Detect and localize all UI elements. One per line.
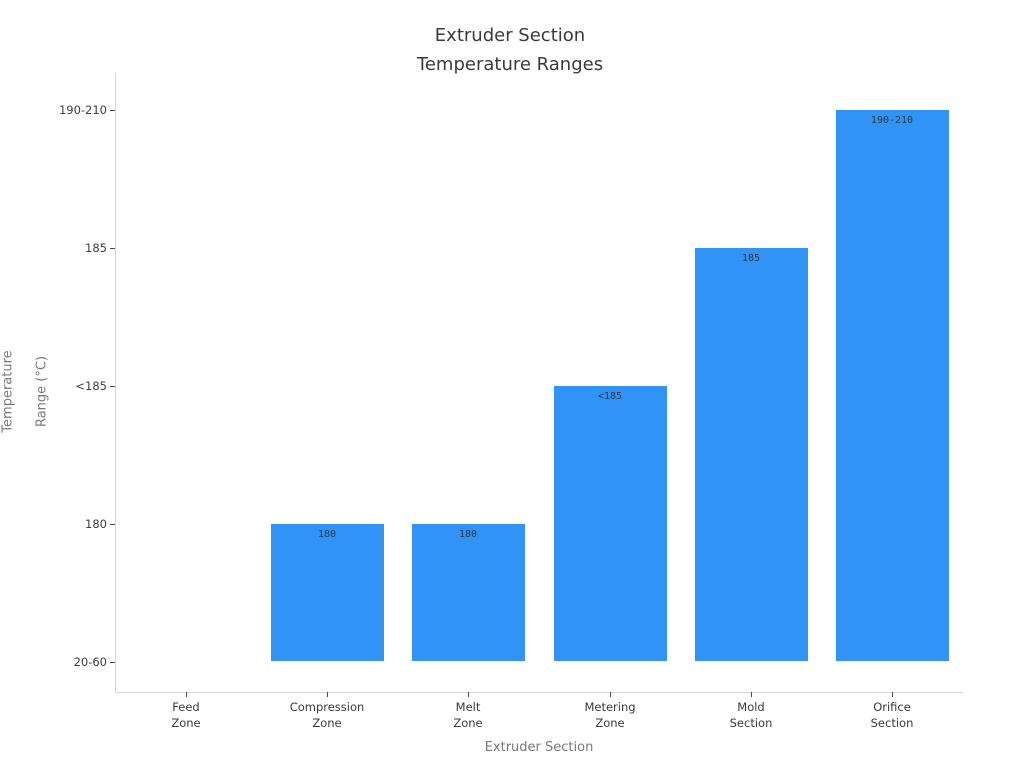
chart-title-line-1: Extruder Section xyxy=(434,25,586,46)
bar-value-label: <185 xyxy=(597,391,623,402)
chart-title: Extruder Section Temperature Ranges xyxy=(0,21,1020,79)
y-tick-mark xyxy=(110,524,115,525)
bar: 190-210 xyxy=(835,110,949,661)
x-tick-mark xyxy=(468,692,469,697)
y-tick-label: 180 xyxy=(85,517,107,531)
bar: 180 xyxy=(270,524,384,661)
x-tick-label: Feed Zone xyxy=(171,700,201,730)
y-tick-label: 185 xyxy=(85,241,107,255)
bar-value-label: 190-210 xyxy=(870,115,914,126)
y-tick-label: <185 xyxy=(75,379,107,393)
x-tick-label: Mold Section xyxy=(729,700,773,730)
bar: 185 xyxy=(694,248,808,661)
x-tick-mark xyxy=(186,692,187,697)
bar-value-label: 180 xyxy=(458,529,478,540)
y-tick-mark xyxy=(110,386,115,387)
bar-value-label: 185 xyxy=(741,253,761,264)
bar: <185 xyxy=(553,386,667,661)
x-axis-title: Extruder Section xyxy=(484,740,594,755)
y-axis-line xyxy=(115,73,116,692)
y-tick-mark xyxy=(110,110,115,111)
bar: 180 xyxy=(411,524,525,661)
x-tick-mark xyxy=(892,692,893,697)
x-tick-label: Compression Zone xyxy=(289,700,365,730)
x-tick-label: Melt Zone xyxy=(453,700,483,730)
bar-value-label: 180 xyxy=(317,529,337,540)
y-tick-mark xyxy=(110,248,115,249)
x-tick-mark xyxy=(610,692,611,697)
x-tick-label: Metering Zone xyxy=(584,700,636,730)
y-tick-label: 20-60 xyxy=(73,655,107,669)
x-tick-label: Orifice Section xyxy=(870,700,914,730)
x-axis-line xyxy=(115,692,963,693)
y-tick-label: 190-210 xyxy=(58,103,107,117)
chart-title-line-2: Temperature Ranges xyxy=(416,54,604,75)
x-tick-mark xyxy=(327,692,328,697)
x-tick-mark xyxy=(751,692,752,697)
y-axis-title-line-1: Temperature xyxy=(0,350,16,433)
y-tick-mark xyxy=(110,662,115,663)
